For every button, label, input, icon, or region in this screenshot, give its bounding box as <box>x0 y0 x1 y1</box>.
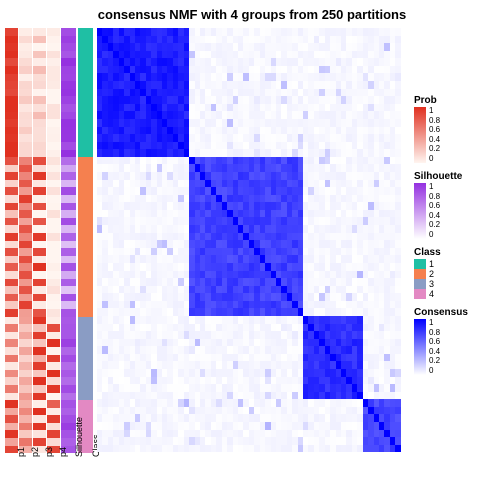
annot-label-p3: p3 <box>44 447 54 457</box>
annot-label-p1: p1 <box>16 447 26 457</box>
annot-col-p2 <box>19 28 32 453</box>
legend-prob: Prob10.80.60.40.20 <box>414 95 494 163</box>
annot-col-p1 <box>5 28 18 453</box>
legend-silhouette: Silhouette10.80.60.40.20 <box>414 171 494 239</box>
annot-col-Class <box>78 28 93 453</box>
consensus-heatmap <box>97 28 401 453</box>
legend-class: Class1234 <box>414 247 494 299</box>
annot-col-p3 <box>33 28 46 453</box>
annot-label-Silhouette: Silhouette <box>74 417 84 457</box>
annotation-columns <box>5 28 95 453</box>
chart-title: consensus NMF with 4 groups from 250 par… <box>0 7 504 22</box>
legend-consensus: Consensus10.80.60.40.20 <box>414 307 494 375</box>
legends: Prob10.80.60.40.20 Silhouette10.80.60.40.… <box>414 95 494 383</box>
annot-label-p2: p2 <box>30 447 40 457</box>
annot-label-p4: p4 <box>58 447 68 457</box>
annot-col-p4 <box>47 28 60 453</box>
annot-col-Silhouette <box>61 28 76 453</box>
